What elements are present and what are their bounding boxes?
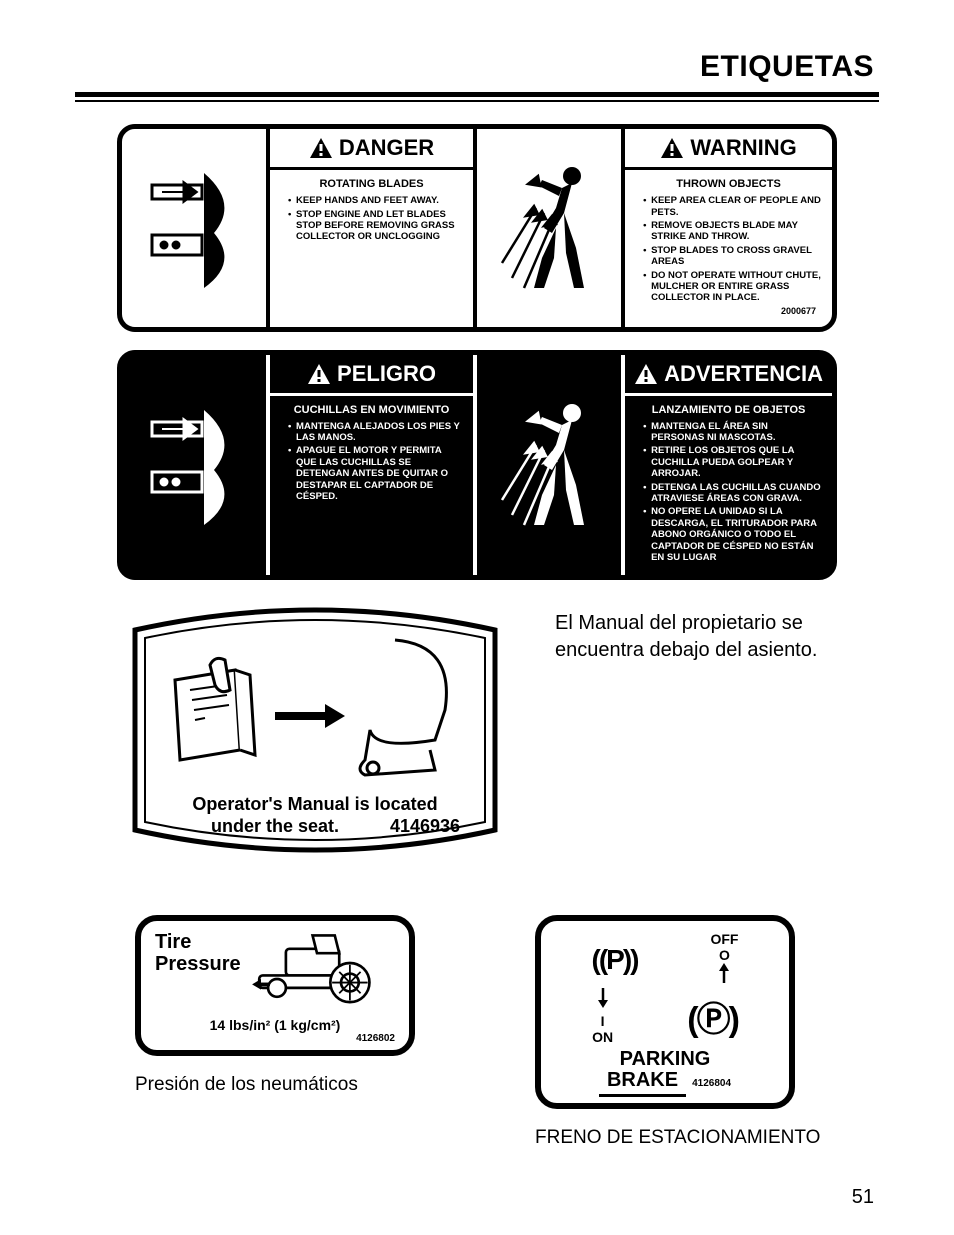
tire-title2: Pressure	[155, 953, 241, 975]
page-number: 51	[852, 1186, 874, 1209]
seat-manual-label: Operator's Manual is located under the s…	[115, 600, 515, 885]
advertencia-body: LANZAMIENTO DE OBJETOS MANTENGA EL ÁREA …	[625, 396, 832, 576]
peligro-bullet: MANTENGA ALEJADOS LOS PIES Y LAS MANOS.	[288, 421, 463, 444]
rule-thin	[75, 100, 879, 102]
danger-header-text: DANGER	[339, 135, 434, 161]
tire-pressure-label: Tire Pressure	[135, 915, 415, 1056]
warning-bullet: DO NOT OPERATE WITHOUT CHUTE, MULCHER OR…	[643, 270, 822, 304]
part-number: 2000677	[635, 306, 822, 317]
advertencia-bullet: NO OPERE LA UNIDAD SI LA DESCARGA, EL TR…	[643, 506, 822, 563]
mower-icon	[247, 931, 387, 1011]
danger-header-en: DANGER	[270, 129, 473, 170]
warning-body-en: THROWN OBJECTS KEEP AREA CLEAR OF PEOPLE…	[625, 170, 832, 327]
seat-line2: under the seat.	[211, 816, 339, 836]
p-symbol-on: ((P))	[592, 944, 638, 976]
arrow-down-icon	[597, 988, 609, 1008]
brake-caption: FRENO DE ESTACIONAMIENTO	[535, 1127, 820, 1149]
advertencia-header-text: ADVERTENCIA	[664, 361, 823, 387]
seat-caption: El Manual del propietario se encuentra d…	[555, 600, 859, 664]
parking-brake-label: ((P)) OFF O I ON (Ⓟ) PARKING BRAKE 412680…	[535, 915, 795, 1109]
warning-subtitle-en: THROWN OBJECTS	[635, 178, 822, 191]
peligro-subtitle: CUCHILLAS EN MOVIMIENTO	[280, 404, 463, 417]
advertencia-bullet: MANTENGA EL ÁREA SIN PERSONAS NI MASCOTA…	[643, 421, 822, 444]
advertencia-bullet: DETENGA LAS CUCHILLAS CUANDO ATRAVIESE Á…	[643, 482, 822, 505]
peligro-body: CUCHILLAS EN MOVIMIENTO MANTENGA ALEJADO…	[270, 396, 473, 515]
page-title: ETIQUETAS	[75, 50, 879, 84]
danger-subtitle-en: ROTATING BLADES	[280, 178, 463, 191]
off-label: OFF	[710, 931, 738, 947]
tire-title1: Tire	[155, 931, 241, 953]
danger-bullet: STOP ENGINE AND LET BLADES STOP BEFORE R…	[288, 209, 463, 243]
warning-bullet: STOP BLADES TO CROSS GRAVEL AREAS	[643, 245, 822, 268]
thrown-objects-icon	[477, 129, 625, 327]
danger-warning-label-es: PELIGRO CUCHILLAS EN MOVIMIENTO MANTENGA…	[117, 350, 837, 581]
peligro-header: PELIGRO	[270, 355, 473, 396]
seat-line1: Operator's Manual is located	[192, 794, 437, 814]
warning-header-en: WARNING	[625, 129, 832, 170]
rotating-blades-icon	[122, 129, 270, 327]
tire-spec: 14 lbs/in² (1 kg/cm²)	[155, 1017, 395, 1033]
warning-bullet: KEEP AREA CLEAR OF PEOPLE AND PETS.	[643, 195, 822, 218]
brake-part: 4126804	[692, 1078, 731, 1089]
danger-body-en: ROTATING BLADES KEEP HANDS AND FEET AWAY…	[270, 170, 473, 255]
advertencia-subtitle: LANZAMIENTO DE OBJETOS	[635, 404, 822, 417]
p-symbol-off: (Ⓟ)	[687, 992, 738, 1041]
o-label: O	[710, 947, 738, 963]
warning-bullet: REMOVE OBJECTS BLADE MAY STRIKE AND THRO…	[643, 220, 822, 243]
seat-part: 4146936	[390, 816, 460, 836]
i-label: I	[592, 1013, 613, 1029]
parking-text: PARKING	[555, 1049, 775, 1069]
peligro-bullet: APAGUE EL MOTOR Y PERMITA QUE LAS CUCHIL…	[288, 445, 463, 502]
arrow-up-icon	[718, 963, 730, 983]
tire-part: 4126802	[155, 1033, 395, 1044]
brake-text: BRAKE	[599, 1069, 686, 1097]
rotating-blades-icon	[122, 355, 270, 576]
on-label: ON	[592, 1029, 613, 1045]
rule-thick	[75, 92, 879, 97]
warning-header-text: WARNING	[690, 135, 796, 161]
tire-caption: Presión de los neumáticos	[135, 1074, 415, 1096]
peligro-header-text: PELIGRO	[337, 361, 436, 387]
advertencia-header: ADVERTENCIA	[625, 355, 832, 396]
danger-bullet: KEEP HANDS AND FEET AWAY.	[288, 195, 463, 206]
danger-warning-label-en: DANGER ROTATING BLADES KEEP HANDS AND FE…	[117, 124, 837, 332]
advertencia-bullet: RETIRE LOS OBJETOS QUE LA CUCHILLA PUEDA…	[643, 445, 822, 479]
thrown-objects-icon	[477, 355, 625, 576]
